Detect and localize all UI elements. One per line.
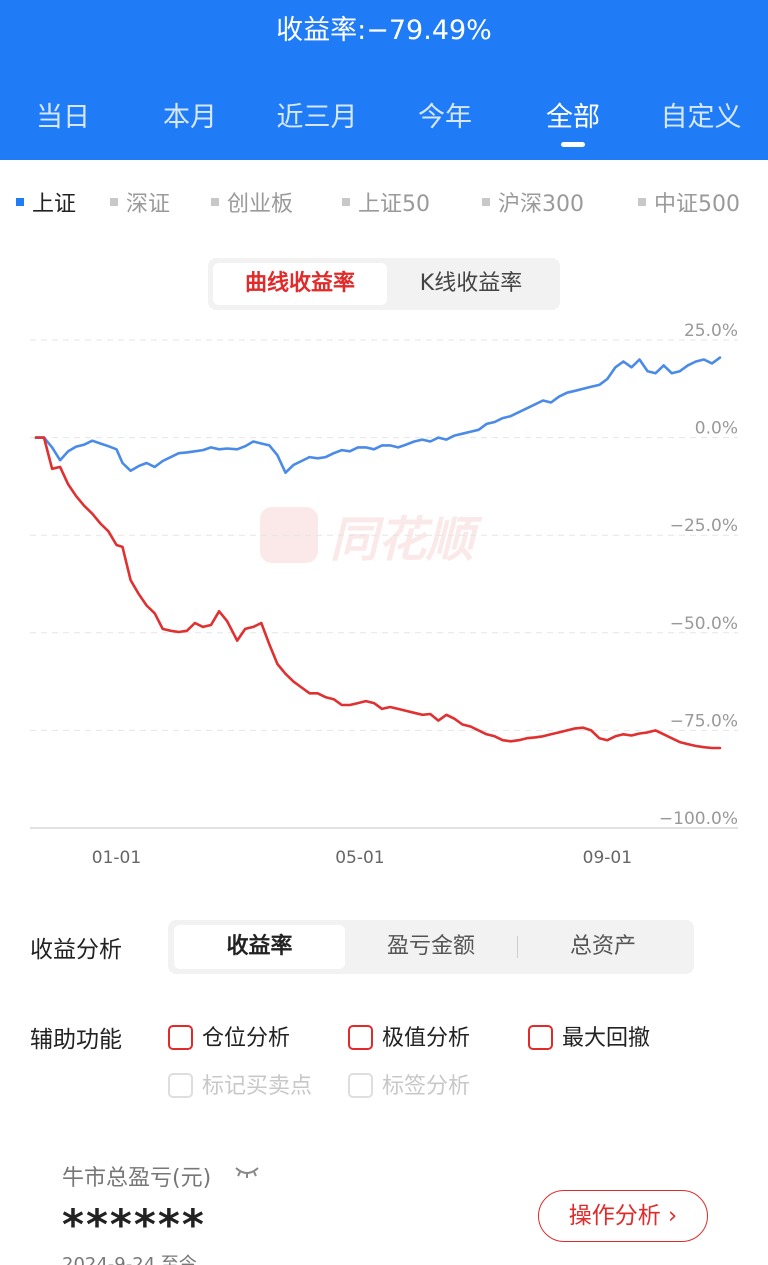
active-tab-indicator bbox=[561, 142, 585, 147]
y-tick-label: 0.0% bbox=[695, 419, 738, 439]
segment-total-assets[interactable]: 总资产 bbox=[569, 934, 636, 959]
tag-analysis-checkbox[interactable]: 标签分析 bbox=[348, 1068, 470, 1100]
segment-divider bbox=[517, 936, 518, 958]
analysis-segmented-control: 收益率 盈亏金额 总资产 bbox=[168, 920, 694, 974]
index-selector: 上证 深证 创业板 上证50 沪深300 中证500 bbox=[0, 186, 768, 222]
tab-last-three-months[interactable]: 近三月 bbox=[276, 102, 358, 133]
y-tick-label: 25.0% bbox=[684, 321, 738, 341]
curve-return-button[interactable]: 曲线收益率 bbox=[213, 263, 387, 305]
index-sse50[interactable]: 上证50 bbox=[342, 186, 430, 218]
tab-this-year[interactable]: 今年 bbox=[418, 102, 472, 133]
tab-all[interactable]: 全部 bbox=[546, 102, 600, 133]
segment-profit-loss[interactable]: 盈亏金额 bbox=[386, 934, 475, 959]
extreme-analysis-checkbox[interactable]: 极值分析 bbox=[348, 1020, 470, 1052]
checkbox-icon bbox=[528, 1024, 553, 1050]
series-marker-icon bbox=[16, 198, 24, 206]
max-drawdown-checkbox[interactable]: 最大回撤 bbox=[528, 1020, 650, 1052]
y-tick-label: −50.0% bbox=[670, 614, 738, 634]
checkbox-icon bbox=[348, 1024, 373, 1050]
segment-return-rate[interactable]: 收益率 bbox=[174, 925, 345, 969]
y-axis: 25.0% 0.0% −25.0% −50.0% −75.0% −100.0% bbox=[659, 321, 738, 829]
series-marker-icon bbox=[342, 198, 350, 206]
series-marker-icon bbox=[211, 198, 219, 206]
tab-this-month[interactable]: 本月 bbox=[163, 102, 217, 133]
index-shenzhen[interactable]: 深证 bbox=[110, 186, 170, 218]
period-tabs: 当日 本月 近三月 今年 全部 自定义 bbox=[0, 95, 768, 135]
x-tick-label: 05-01 bbox=[335, 848, 384, 868]
eye-closed-icon[interactable] bbox=[234, 1164, 260, 1180]
position-analysis-checkbox[interactable]: 仓位分析 bbox=[168, 1020, 290, 1052]
tab-today[interactable]: 当日 bbox=[36, 102, 90, 133]
series-marker-icon bbox=[638, 198, 646, 206]
watermark-text: 同花顺 bbox=[330, 512, 483, 568]
mark-trades-checkbox[interactable]: 标记买卖点 bbox=[168, 1068, 312, 1100]
bull-market-date-range: 2024-9-24 至今 bbox=[62, 1254, 197, 1265]
grid bbox=[30, 339, 738, 829]
operation-analysis-button[interactable]: 操作分析 › bbox=[538, 1190, 708, 1242]
x-tick-label: 09-01 bbox=[583, 848, 632, 868]
index-csi500[interactable]: 中证500 bbox=[638, 186, 740, 218]
return-chart[interactable]: 同花顺 25.0% 0.0% −25.0% −50.0% −75.0% −100.0% 0… bbox=[0, 310, 768, 880]
series-line-index bbox=[34, 356, 722, 474]
index-csi300[interactable]: 沪深300 bbox=[482, 186, 584, 218]
series-group bbox=[34, 356, 722, 750]
series-marker-icon bbox=[482, 198, 490, 206]
bull-market-pnl-label: 牛市总盈亏(元) bbox=[62, 1166, 212, 1191]
x-tick-label: 01-01 bbox=[92, 848, 141, 868]
return-analysis-label: 收益分析 bbox=[30, 937, 122, 963]
return-analysis-row: 收益分析 收益率 盈亏金额 总资产 bbox=[0, 920, 768, 976]
series-marker-icon bbox=[110, 198, 118, 206]
top-header: 收益率:−79.49% 当日 本月 近三月 今年 全部 自定义 bbox=[0, 0, 768, 160]
return-rate-title: 收益率:−79.49% bbox=[276, 15, 492, 46]
bull-market-summary: 牛市总盈亏(元) ****** 2024-9-24 至今 操作分析 › bbox=[0, 1150, 768, 1265]
checkbox-icon bbox=[168, 1024, 193, 1050]
x-axis: 01-01 05-01 09-01 bbox=[92, 848, 632, 868]
series-line-account bbox=[34, 436, 722, 750]
tab-custom[interactable]: 自定义 bbox=[660, 102, 742, 133]
checkbox-icon bbox=[348, 1072, 373, 1098]
y-tick-label: −75.0% bbox=[670, 711, 738, 731]
checkbox-icon bbox=[168, 1072, 193, 1098]
kline-return-button[interactable]: K线收益率 bbox=[419, 271, 523, 296]
aux-functions-label: 辅助功能 bbox=[30, 1027, 122, 1053]
index-chinext[interactable]: 创业板 bbox=[211, 186, 293, 218]
watermark: 同花顺 bbox=[260, 507, 483, 568]
y-tick-label: −25.0% bbox=[670, 516, 738, 536]
index-shanghai[interactable]: 上证 bbox=[16, 186, 76, 218]
aux-functions-row: 辅助功能 仓位分析 极值分析 最大回撤 标记买卖点 标签分析 bbox=[0, 1018, 768, 1108]
chart-mode-toggle: 曲线收益率 K线收益率 bbox=[208, 258, 560, 310]
y-tick-label: −100.0% bbox=[659, 809, 738, 829]
bull-market-pnl-value: ****** bbox=[62, 1200, 206, 1249]
